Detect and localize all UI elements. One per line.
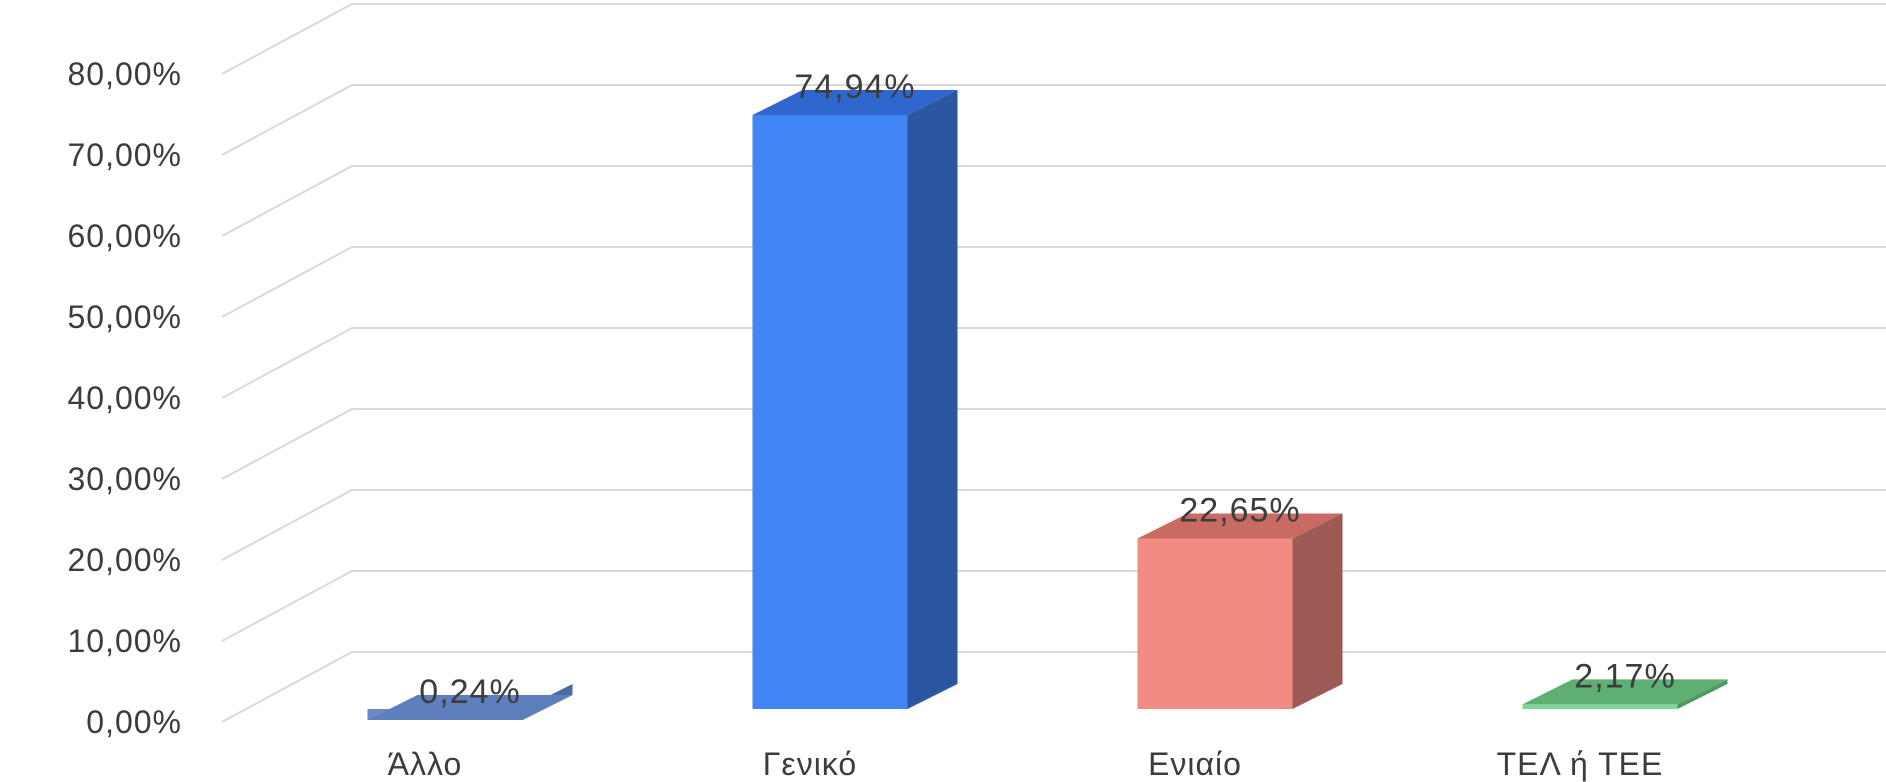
gridline <box>221 246 1886 318</box>
gridline <box>221 570 1886 642</box>
x-tick-label: ΤΕΛ ή ΤΕΕ <box>1497 746 1664 782</box>
y-tick-label: 50,00% <box>67 299 182 335</box>
bar <box>367 684 573 721</box>
bar <box>1137 513 1343 709</box>
y-tick-label: 20,00% <box>67 542 182 578</box>
bar-front-face <box>752 114 908 709</box>
gridline <box>221 84 1886 156</box>
data-labels: 0,24% 74,94% 22,65% 2,17% <box>419 68 1675 711</box>
bar-top-face <box>1522 679 1728 705</box>
x-tick-label: Άλλο <box>388 746 463 782</box>
data-label: 22,65% <box>1179 492 1300 530</box>
x-tick-label: Γενικό <box>763 746 857 782</box>
y-tick-label: 60,00% <box>67 218 182 254</box>
bar-side-face <box>1677 679 1728 709</box>
gridline <box>221 651 1886 723</box>
data-label: 74,94% <box>794 68 915 106</box>
bar-front-face <box>1522 704 1678 709</box>
gridline <box>221 408 1886 480</box>
gridline <box>221 327 1886 399</box>
y-axis-tick-labels: 0,00% 10,00% 20,00% 30,00% 40,00% 50,00% 60,00… <box>67 56 182 740</box>
bar <box>752 89 958 709</box>
bar <box>1522 679 1728 709</box>
y-tick-label: 80,00% <box>67 56 182 92</box>
gridline <box>221 489 1886 561</box>
bar-top-face <box>1137 513 1343 539</box>
y-tick-label: 70,00% <box>67 137 182 173</box>
bar-top-face <box>367 695 573 721</box>
x-axis-tick-labels: Άλλο Γενικό Ενιαίο ΤΕΛ ή ΤΕΕ <box>388 746 1664 782</box>
bar-side-face <box>1292 513 1343 709</box>
data-label: 0,24% <box>419 673 520 711</box>
bar-side-face <box>907 89 958 709</box>
bar-front-face <box>1137 538 1293 709</box>
gridline <box>221 3 1886 75</box>
bars <box>367 89 1728 721</box>
data-label: 2,17% <box>1574 657 1675 695</box>
y-tick-label: 0,00% <box>86 704 182 740</box>
x-tick-label: Ενιαίο <box>1148 746 1242 782</box>
bar-top-face <box>752 89 958 115</box>
gridline <box>221 165 1886 237</box>
y-tick-label: 10,00% <box>67 623 182 659</box>
gridlines <box>221 3 1886 723</box>
y-tick-label: 30,00% <box>67 461 182 497</box>
y-tick-label: 40,00% <box>67 380 182 416</box>
